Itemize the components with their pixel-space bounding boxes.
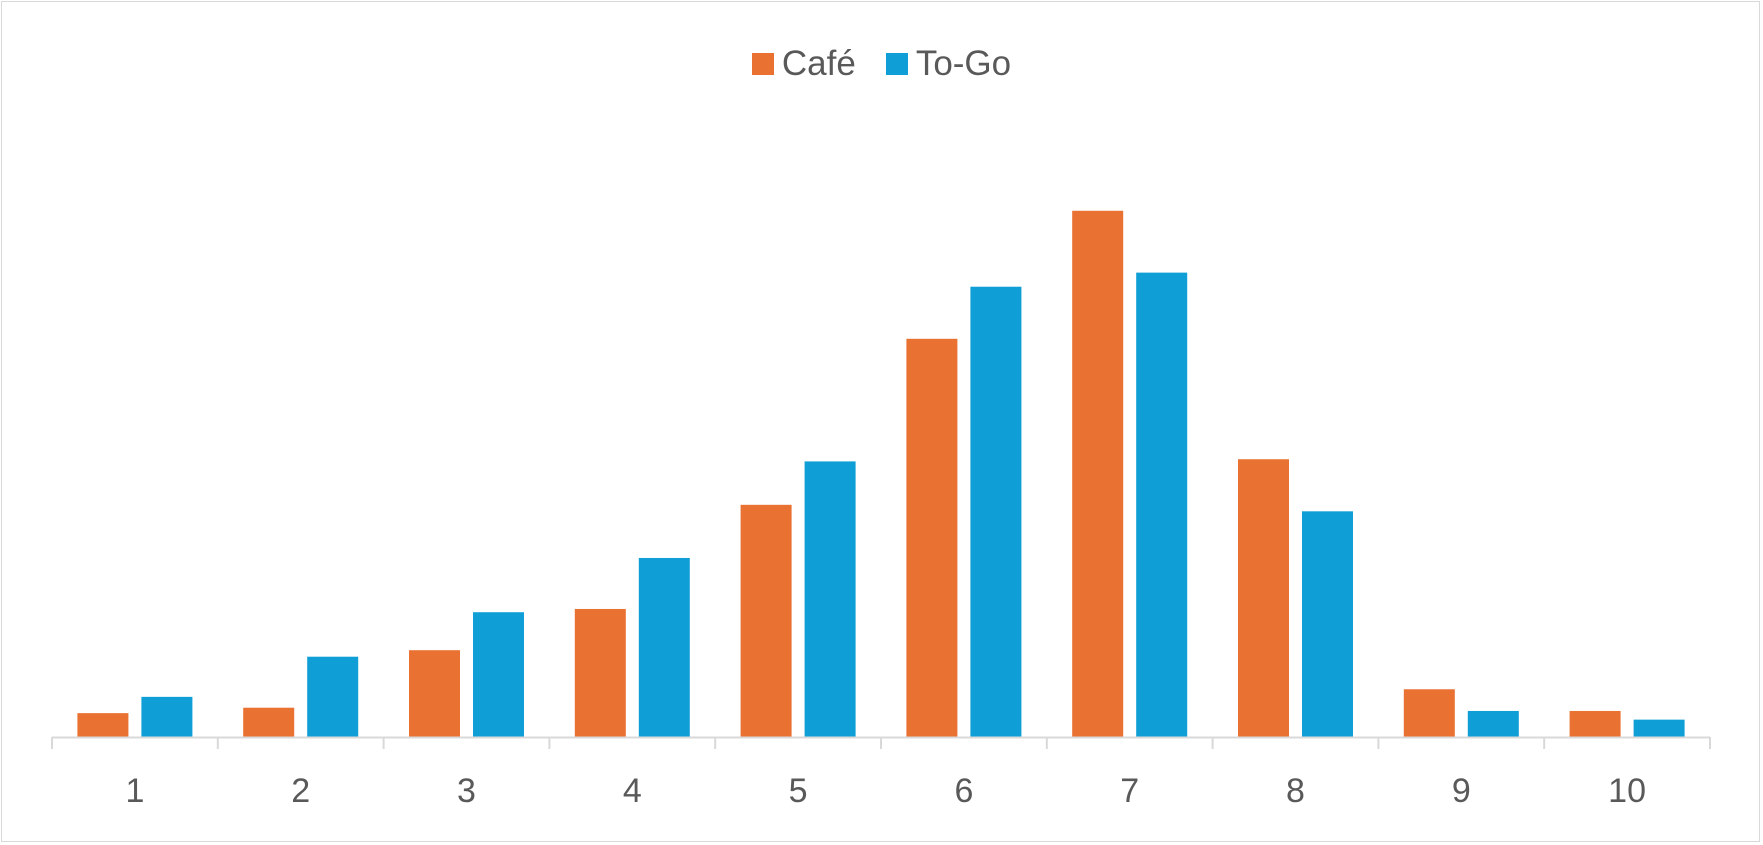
bar-cafe-3 xyxy=(409,650,460,737)
bar-togo-6 xyxy=(970,286,1022,737)
x-tick-label-10: 10 xyxy=(1608,772,1646,810)
bar-togo-8 xyxy=(1302,511,1353,737)
legend-label-togo: To-Go xyxy=(915,44,1012,83)
bar-togo-5 xyxy=(804,461,856,737)
bar-cafe-2 xyxy=(243,707,295,737)
bar-togo-7 xyxy=(1136,272,1188,737)
x-axis xyxy=(51,736,1711,749)
legend: Café To-Go xyxy=(0,44,1763,84)
bar-cafe-5 xyxy=(740,504,792,737)
x-tick-label-2: 2 xyxy=(291,772,310,810)
bar-togo-1 xyxy=(141,696,193,737)
x-tick-label-3: 3 xyxy=(457,772,476,810)
legend-swatch-togo xyxy=(885,53,908,75)
bar-cafe-8 xyxy=(1238,459,1289,737)
bar-togo-9 xyxy=(1467,710,1519,737)
legend-item-cafe: Café xyxy=(751,44,856,84)
x-tick-labels: 1 2 3 4 5 6 7 8 9 10 xyxy=(125,772,1646,810)
x-tick-label-4: 4 xyxy=(623,772,642,810)
bar-togo-2 xyxy=(307,656,359,737)
bar-cafe-9 xyxy=(1403,689,1455,737)
x-tick-label-8: 8 xyxy=(1286,772,1305,810)
bar-cafe-6 xyxy=(906,338,958,737)
bars-group xyxy=(77,210,1685,737)
legend-item-togo: To-Go xyxy=(885,44,1012,84)
bar-togo-4 xyxy=(638,557,690,737)
x-tick-label-7: 7 xyxy=(1120,772,1139,810)
bar-togo-10 xyxy=(1633,719,1685,737)
bar-cafe-4 xyxy=(574,608,626,737)
bar-togo-3 xyxy=(473,612,524,737)
x-tick-label-1: 1 xyxy=(125,772,144,810)
legend-label-cafe: Café xyxy=(781,44,856,83)
bar-cafe-1 xyxy=(77,713,129,737)
bar-cafe-10 xyxy=(1569,710,1621,737)
x-tick-label-6: 6 xyxy=(954,772,973,810)
bar-cafe-7 xyxy=(1072,210,1124,737)
x-tick-label-9: 9 xyxy=(1452,772,1471,810)
x-tick-label-5: 5 xyxy=(789,772,808,810)
legend-swatch-cafe xyxy=(751,53,774,75)
